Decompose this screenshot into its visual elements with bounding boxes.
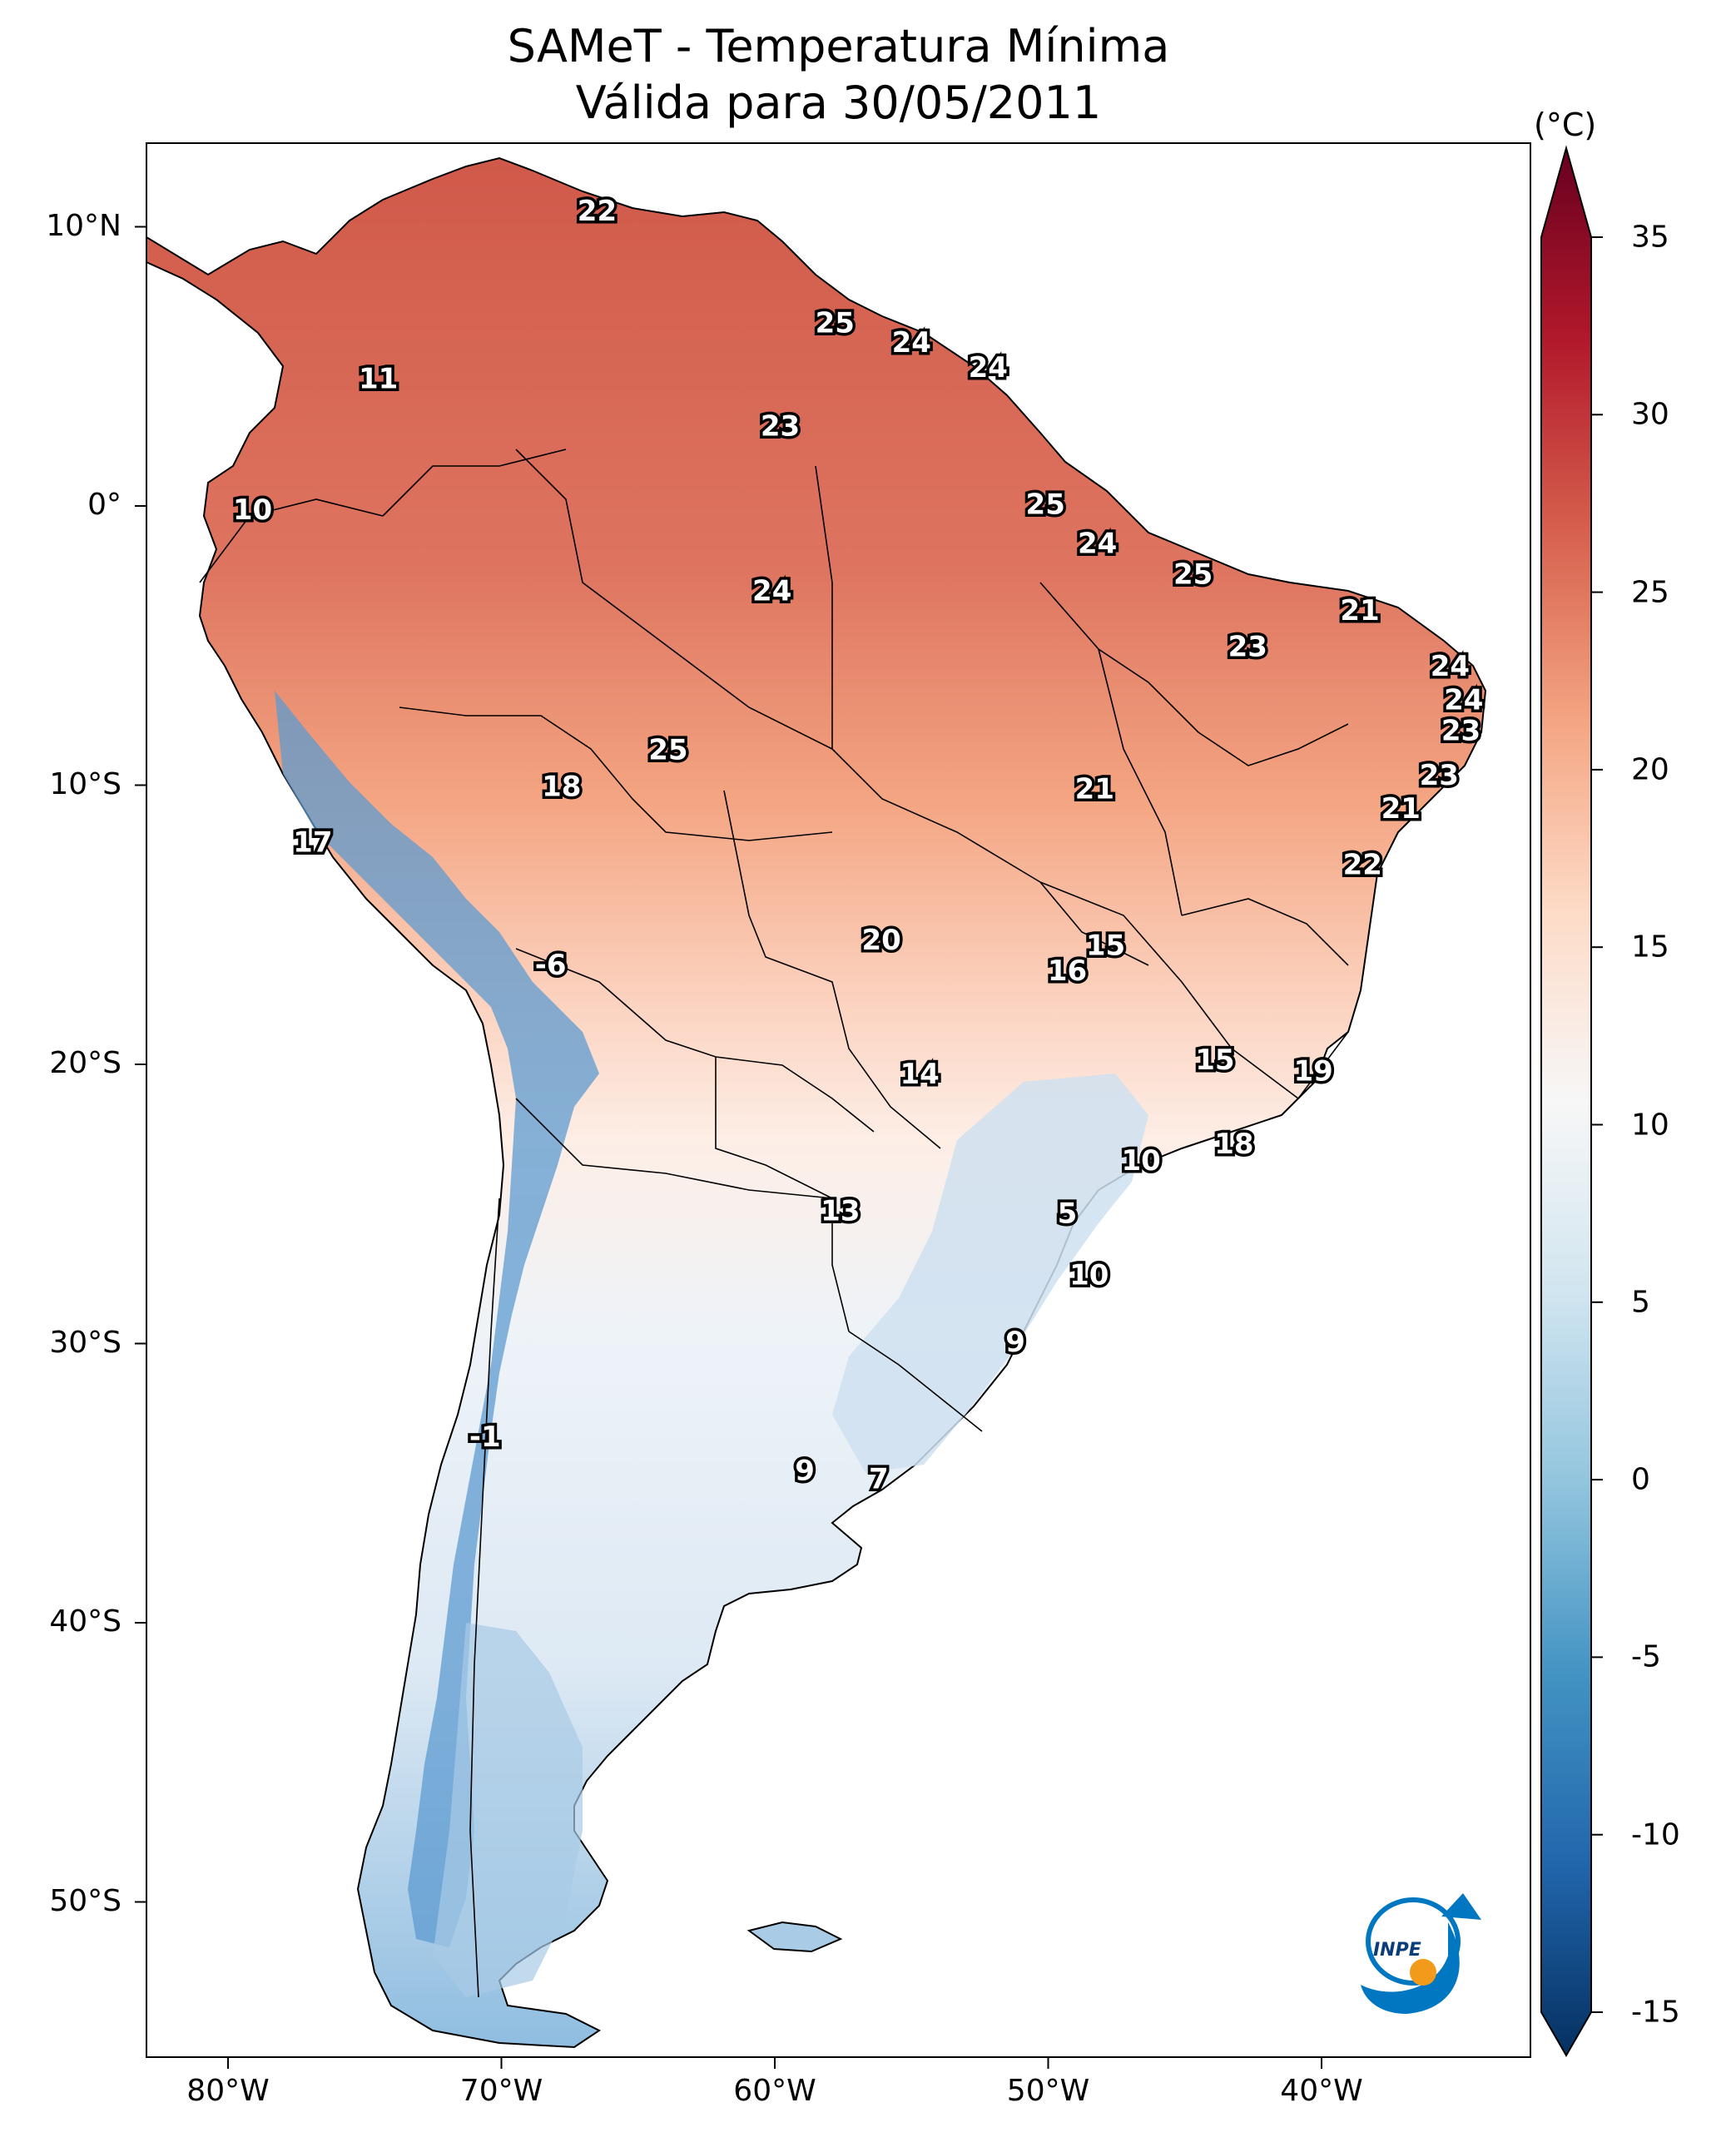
station-temperature-label: 24: [1431, 650, 1470, 683]
inpe-logo-dot: [1410, 1959, 1436, 1986]
colorbar-tick-label: 30: [1631, 397, 1669, 432]
latitude-label: 30°S: [49, 1325, 122, 1360]
inpe-logo-arrow-icon: [1441, 1893, 1481, 1920]
country-borders: [199, 449, 1349, 1998]
inpe-logo: INPE: [1361, 1893, 1481, 2014]
colorbar-unit-label: (°C): [1534, 107, 1597, 143]
colorbar-tick-label: 25: [1631, 575, 1669, 610]
latitude-label: 20°S: [49, 1046, 122, 1080]
station-temperature-label: 18: [1214, 1128, 1253, 1161]
station-temperature-label: 21: [1075, 773, 1114, 806]
station-temperature-label: 25: [816, 306, 855, 340]
andes-cold-band: [275, 691, 599, 1947]
station-temperature-label: 5: [1058, 1197, 1078, 1231]
map-frame: [146, 142, 1531, 2058]
latitude-label: 50°S: [49, 1883, 122, 1918]
station-temperature-label: 14: [900, 1058, 939, 1091]
inpe-logo-ring: [1366, 1897, 1461, 1986]
station-temperature-label: 10: [1069, 1258, 1109, 1292]
station-temperature-label: 24: [752, 575, 791, 608]
station-temperature-label: 17: [293, 826, 332, 859]
station-temperature-label: 25: [1173, 558, 1213, 591]
station-temperature-label: -1: [469, 1421, 501, 1454]
station-temperature-label: 22: [1343, 848, 1382, 881]
longitude-label: 60°W: [733, 2074, 816, 2108]
longitude-label: 80°W: [186, 2074, 270, 2108]
title-line-2: Válida para 30/05/2011: [575, 77, 1102, 129]
station-temperature-label: 7: [869, 1462, 889, 1495]
longitude-label: 40°W: [1280, 2074, 1363, 2108]
station-temperature-label: 13: [821, 1194, 860, 1227]
colorbar-tick-label: 15: [1631, 930, 1669, 964]
station-temperature-label: 21: [1381, 792, 1421, 826]
station-temperature-label: 9: [795, 1454, 815, 1487]
station-temperature-label: 19: [1293, 1055, 1332, 1088]
station-temperature-label: 20: [861, 924, 900, 957]
patagonia-cool-region: [433, 1623, 583, 1997]
station-temperature-label: 24: [969, 351, 1008, 384]
station-temperature-label: 10: [1122, 1144, 1161, 1178]
colorbar-tick-label: -15: [1631, 1995, 1680, 2030]
station-temperature-label: 24: [1078, 527, 1117, 560]
station-temperature-label: 11: [359, 363, 398, 396]
south-america-land: [146, 156, 1487, 2049]
station-temperature-label: 24: [1444, 683, 1483, 717]
colorbar-tick-label: -10: [1631, 1817, 1680, 1852]
station-temperature-label: 16: [1048, 955, 1087, 988]
station-temperature-label: 23: [1228, 631, 1267, 664]
station-temperature-label: 23: [1441, 714, 1481, 747]
station-temperature-label: 22: [578, 195, 617, 228]
inpe-logo-text: INPE: [1373, 1940, 1421, 1961]
map-area: [146, 156, 1487, 2049]
title-line-1: SAMeT - Temperatura Mínima: [507, 20, 1170, 72]
inpe-logo-swoosh: [1361, 1922, 1460, 2014]
latitude-label: 40°S: [49, 1604, 122, 1639]
station-temperature-label: 15: [1086, 930, 1125, 963]
station-temperature-label: 25: [1026, 488, 1065, 522]
longitude-label: 70°W: [459, 2074, 543, 2108]
latitude-label: 10°N: [46, 208, 122, 243]
longitude-ticks: [227, 2057, 1322, 2069]
colorbar-tick-label: 35: [1631, 220, 1669, 255]
latitude-label: 10°S: [49, 766, 122, 801]
colorbar-tick-label: -5: [1631, 1639, 1661, 1674]
station-temperature-label: 9: [1005, 1326, 1025, 1359]
colorbar-ticks: [1591, 236, 1603, 2013]
falklands-islands: [746, 1921, 843, 1953]
colorbar-tick-label: 10: [1631, 1108, 1669, 1142]
south-brazil-cool-region: [832, 1074, 1148, 1473]
station-temperature-label: 24: [892, 326, 931, 359]
station-temperature-label: 10: [233, 493, 272, 527]
station-temperature-label: -6: [535, 949, 567, 982]
station-temperature-label: 21: [1340, 594, 1379, 627]
station-temperature-label: 15: [1195, 1044, 1234, 1077]
map-title: SAMeT - Temperatura Mínima Válida para 3…: [146, 18, 1530, 131]
station-temperature-label: 23: [761, 410, 800, 444]
station-temperature-label: 23: [1420, 759, 1459, 792]
latitude-label: 0°: [87, 488, 122, 522]
latitude-ticks: [135, 226, 146, 1903]
colorbar-tick-label: 20: [1631, 752, 1669, 787]
station-temperature-label: 18: [542, 770, 581, 803]
colorbar-body: [1540, 145, 1592, 2058]
colorbar-tick-label: 0: [1631, 1462, 1650, 1497]
station-temperature-label: 25: [648, 734, 687, 767]
longitude-label: 50°W: [1006, 2074, 1090, 2108]
colorbar-tick-label: 5: [1631, 1285, 1650, 1320]
colorbar: [1540, 145, 1603, 2058]
